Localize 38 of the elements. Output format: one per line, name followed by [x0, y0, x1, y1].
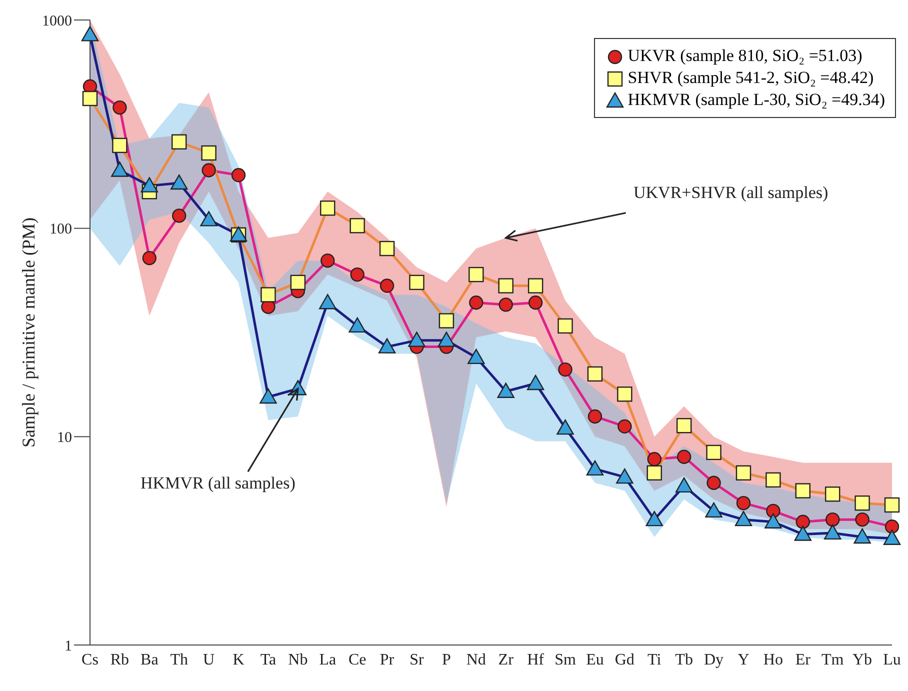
x-tick-label: Ce — [348, 651, 366, 668]
x-tick-label: Sm — [554, 651, 576, 668]
legend-label: HKMVR (sample L-30, SiO₂ =49.34) — [628, 89, 885, 111]
x-tick-label: Tm — [821, 651, 844, 668]
x-tick-label: Gd — [614, 651, 634, 668]
x-tick-label: Lu — [883, 651, 901, 668]
y-tick-label: 1 — [64, 638, 72, 654]
x-tick-label: Hf — [527, 651, 545, 668]
annotation: UKVR+SHVR (all samples) — [634, 182, 828, 202]
x-tick-label: Nb — [288, 651, 308, 668]
x-tick-label: Pr — [380, 651, 395, 668]
legend-label: UKVR (sample 810, SiO₂ =51.03) — [628, 45, 862, 67]
annotation: HKMVR (all samples) — [140, 474, 296, 493]
x-tick-label: Tb — [675, 651, 693, 668]
x-tick-label: Ba — [140, 651, 158, 668]
x-tick-label: Ta — [260, 651, 276, 668]
x-tick-label: P — [442, 651, 451, 668]
y-axis-title: Sample / primitive mantle (PM) — [18, 218, 38, 448]
x-tick-label: Eu — [586, 651, 604, 668]
x-tick-label: Rb — [110, 651, 130, 668]
x-tick-label: Cs — [82, 651, 98, 668]
y-tick-label: 100 — [50, 222, 72, 238]
x-tick-label: Er — [795, 651, 812, 668]
x-tick-label: Nd — [466, 651, 486, 668]
x-tick-label: U — [203, 651, 216, 668]
x-tick-label: Th — [170, 651, 188, 668]
x-tick-label: La — [319, 651, 336, 668]
x-tick-label: Y — [738, 651, 750, 668]
x-tick-label: Dy — [704, 651, 724, 668]
x-tick-label: Ho — [763, 651, 783, 668]
x-tick-label: Yb — [852, 651, 872, 668]
y-tick-label: 10 — [57, 430, 72, 446]
x-tick-label: Ti — [648, 651, 662, 668]
y-tick-label: 1000 — [42, 13, 72, 30]
x-tick-label: Zr — [498, 651, 514, 668]
legend-label: SHVR (sample 541-2, SiO₂ =48.42) — [628, 67, 874, 89]
x-tick-label: K — [232, 651, 245, 668]
x-tick-label: Sr — [410, 651, 425, 668]
